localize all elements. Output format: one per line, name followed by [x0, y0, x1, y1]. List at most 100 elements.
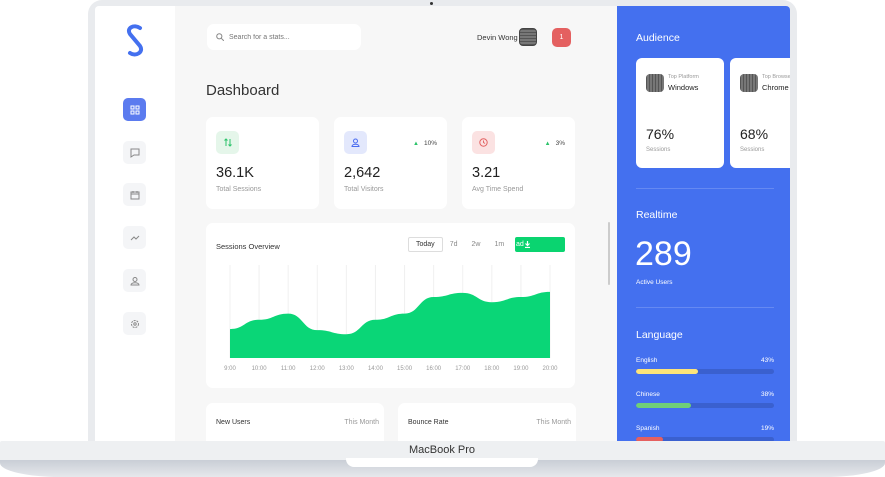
- area-series: [230, 291, 550, 358]
- range-tabs: Today 7d 2w 1m: [408, 237, 511, 252]
- x-tick-label: 20:00: [542, 366, 558, 372]
- audience-key: Top Platform: [668, 74, 699, 80]
- x-tick-label: 16:00: [426, 366, 442, 372]
- language-percent: 19%: [760, 425, 774, 432]
- gear-icon: [130, 319, 139, 328]
- stat-label: Avg Time Spend: [472, 186, 524, 193]
- stat-value: 2,642: [344, 165, 381, 181]
- stat-value: 36.1K: [216, 165, 254, 181]
- calendar-icon: [130, 190, 139, 199]
- realtime-value: 289: [635, 235, 692, 273]
- audience-value: Chrome: [762, 83, 789, 92]
- chart-title: Sessions Overview: [216, 242, 280, 251]
- download-button[interactable]: ad: [515, 237, 565, 252]
- audience-percent: 68%: [740, 126, 769, 142]
- card-title: New Users: [216, 419, 251, 426]
- scrollbar[interactable]: [608, 222, 610, 285]
- stat-change: ▲ 10%: [413, 140, 437, 147]
- divider: [636, 188, 774, 189]
- period-select[interactable]: This Month: [344, 419, 379, 426]
- audience-label: Sessions: [646, 147, 671, 153]
- chat-icon: [130, 148, 139, 158]
- card-title: Bounce Rate: [408, 419, 449, 426]
- audience-title: Audience: [636, 32, 680, 44]
- language-percent: 38%: [760, 391, 774, 398]
- audience-label: Sessions: [740, 147, 765, 153]
- search-input[interactable]: [229, 33, 349, 41]
- sidebar-item-messages[interactable]: [123, 141, 146, 164]
- logo-icon: [127, 24, 143, 57]
- language-bar: [636, 437, 774, 441]
- language-spanish: Spanish 19%: [636, 425, 774, 441]
- notification-button[interactable]: 1: [552, 28, 571, 47]
- language-bar: [636, 403, 774, 408]
- sessions-chart: 9:00 10:00 11:00 12:00 13:00 14:00 15:00 16:00 1…: [224, 265, 558, 372]
- audience-card: Top Platform Windows 76% Sessions: [636, 58, 724, 168]
- download-label: ad: [516, 241, 524, 248]
- language-chinese: Chinese 38%: [636, 391, 774, 408]
- sidebar-item-dashboard[interactable]: [123, 98, 146, 121]
- x-tick-label: 12:00: [310, 366, 326, 372]
- page-title: Dashboard: [206, 82, 280, 99]
- stat-value: 3.21: [472, 165, 501, 181]
- search-box[interactable]: [207, 24, 361, 50]
- user-name: Devin Wong: [477, 33, 518, 42]
- avatar[interactable]: [519, 28, 537, 46]
- period-select[interactable]: This Month: [536, 419, 571, 426]
- x-tick-label: 13:00: [339, 366, 355, 372]
- stat-label: Total Visitors: [344, 186, 384, 193]
- camera: [430, 2, 433, 5]
- stat-label: Total Sessions: [216, 186, 262, 193]
- arrows-icon: [216, 131, 239, 154]
- audience-card: Top Browser Chrome 68% Sessions: [730, 58, 790, 168]
- language-title: Language: [636, 329, 683, 341]
- audience-value: Windows: [668, 83, 699, 92]
- tab-7d[interactable]: 7d: [449, 241, 458, 248]
- bounce-rate-card: Bounce Rate This Month: [398, 403, 576, 441]
- arrow-up-icon: ▲: [413, 141, 419, 147]
- language-name: Spanish: [636, 425, 660, 432]
- download-icon: [524, 241, 530, 248]
- sidebar-item-calendar[interactable]: [123, 183, 146, 206]
- grid-icon: [130, 105, 139, 114]
- x-tick-label: 17:00: [455, 366, 471, 372]
- sidebar: [95, 6, 175, 441]
- language-bar-fill: [636, 403, 691, 408]
- divider: [636, 307, 774, 308]
- laptop-notch: [346, 458, 538, 467]
- device-label: MacBook Pro: [408, 444, 476, 456]
- sidebar-item-profile[interactable]: [123, 269, 146, 292]
- x-tick-label: 10:00: [252, 366, 268, 372]
- clock-icon: [472, 131, 495, 154]
- language-name: English: [636, 357, 658, 364]
- user-icon: [129, 276, 140, 285]
- tab-2w[interactable]: 2w: [471, 241, 481, 248]
- trend-icon: [130, 235, 139, 240]
- stat-change: ▲ 3%: [544, 140, 565, 147]
- language-bar-fill: [636, 369, 699, 374]
- audience-key: Top Browser: [762, 74, 790, 80]
- x-tick-label: 19:00: [513, 366, 529, 372]
- sidebar-item-settings[interactable]: [123, 312, 146, 335]
- realtime-label: Active Users: [636, 279, 673, 286]
- language-percent: 43%: [760, 357, 774, 364]
- x-tick-label: 18:00: [484, 366, 500, 372]
- search-icon: [216, 33, 224, 41]
- tab-1m[interactable]: 1m: [494, 241, 505, 248]
- laptop-base-bottom: [0, 460, 885, 477]
- sessions-overview-card: Sessions Overview Today 7d 2w 1m ad 9:00…: [206, 223, 575, 388]
- x-tick-label: 9:00: [224, 366, 236, 372]
- sidebar-item-analytics[interactable]: [123, 226, 146, 249]
- stat-card-visitors: ▲ 10% 2,642 Total Visitors: [334, 117, 447, 209]
- x-tick-label: 14:00: [368, 366, 384, 372]
- screen: Devin Wong 1 Dashboard 36.1K Total Sessi…: [95, 6, 790, 441]
- laptop-base: [0, 441, 885, 463]
- realtime-title: Realtime: [636, 209, 678, 221]
- browser-icon: [740, 74, 758, 92]
- audience-percent: 76%: [646, 126, 675, 142]
- new-users-card: New Users This Month: [206, 403, 384, 441]
- language-bar: [636, 369, 774, 374]
- user-icon: [344, 131, 367, 154]
- platform-icon: [646, 74, 664, 92]
- tab-today[interactable]: Today: [408, 237, 443, 252]
